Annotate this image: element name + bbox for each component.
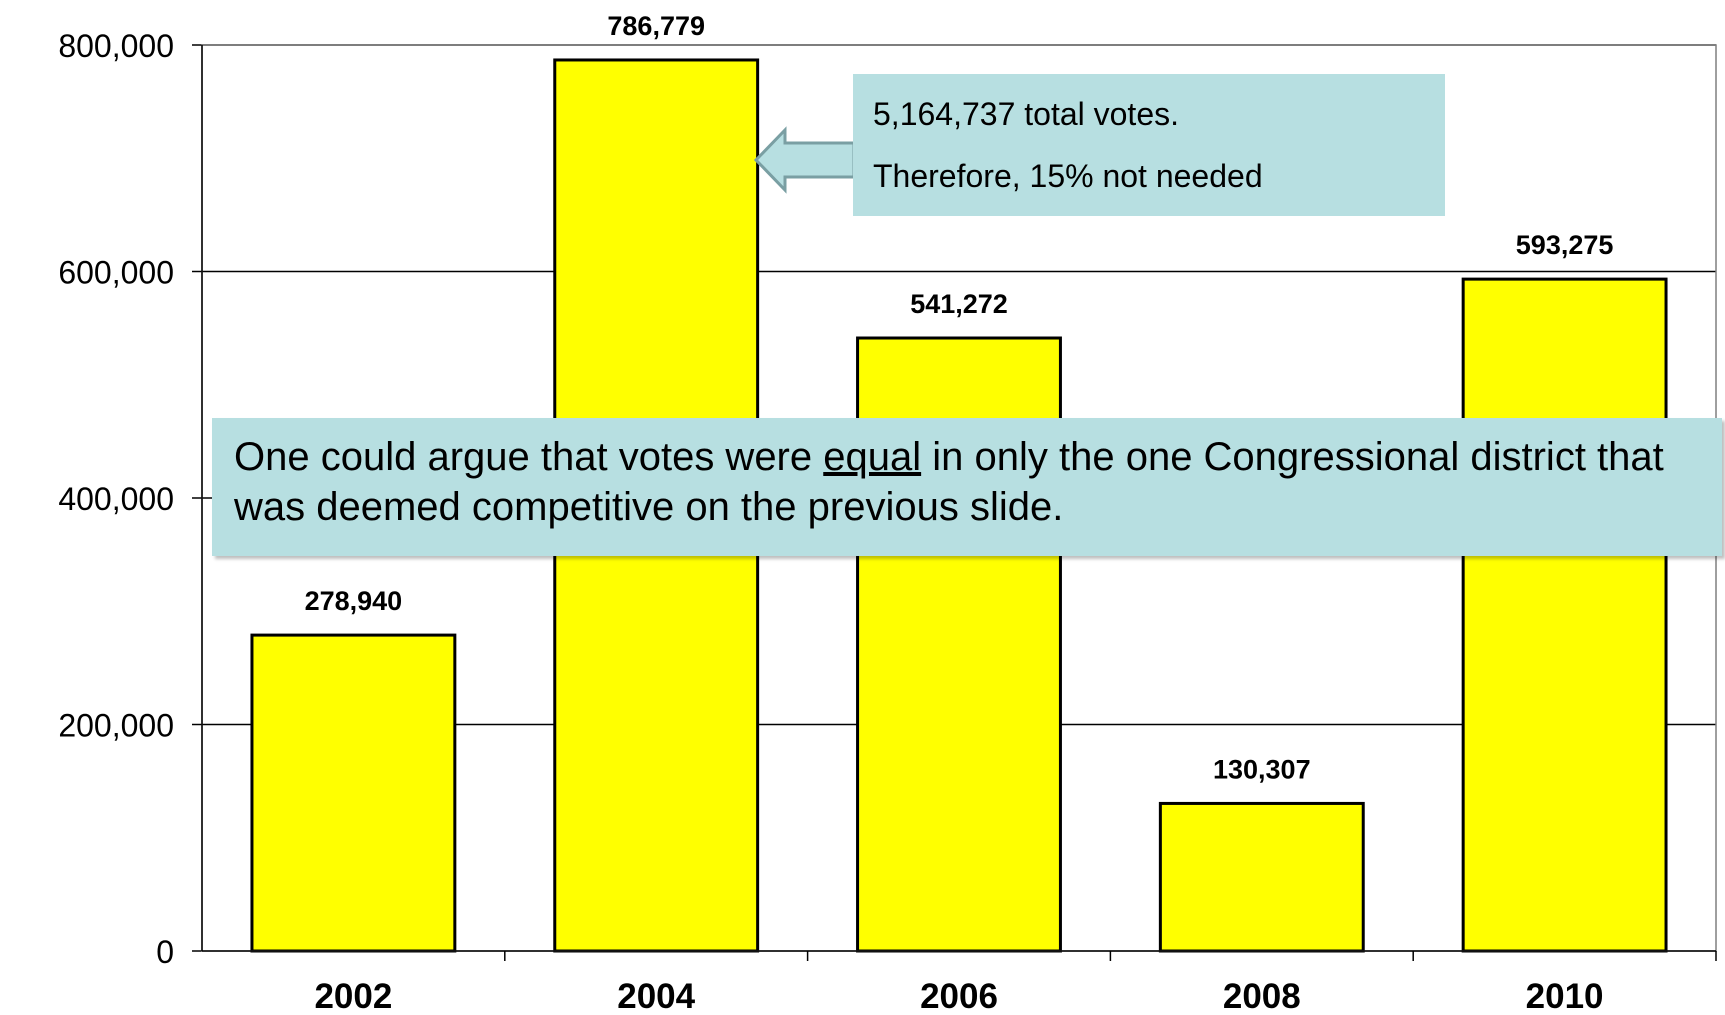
argument-emphasis: equal [823, 435, 922, 479]
data-label-2004: 786,779 [607, 11, 705, 41]
bar-2008 [1158, 801, 1365, 953]
x-tick-label-2010: 2010 [1526, 977, 1604, 1015]
bar-2002 [250, 633, 457, 953]
data-label-2008: 130,307 [1213, 754, 1311, 784]
labels: 0 200,000 400,000 600,000 800,000 278,940 2002… [58, 11, 1613, 1015]
total-votes-text: 5,164,737 total votes. [873, 96, 1179, 132]
y-tick-label: 600,000 [58, 255, 174, 291]
argument-text-start: One could argue that votes were [234, 435, 824, 479]
y-tick-label: 400,000 [58, 481, 174, 517]
data-label-2006: 541,272 [910, 289, 1008, 319]
total-votes-callout: 5,164,737 total votes. Therefore, 15% no… [853, 74, 1445, 216]
left-arrow-icon [753, 126, 856, 194]
argument-callout: One could argue that votes were equal in… [212, 418, 1722, 556]
y-tick-label: 800,000 [58, 28, 174, 64]
callout-arrow [753, 126, 856, 194]
x-tick-label-2002: 2002 [314, 977, 392, 1015]
x-tick-label-2008: 2008 [1223, 977, 1301, 1015]
x-tick-label-2006: 2006 [920, 977, 998, 1015]
not-needed-text: Therefore, 15% not needed [873, 158, 1263, 194]
data-label-2010: 593,275 [1516, 230, 1614, 260]
argument-text-end: in only the one Congressional district t… [234, 435, 1664, 529]
x-tick-label-2004: 2004 [617, 977, 695, 1015]
data-label-2002: 278,940 [305, 586, 403, 616]
bar-2010 [1461, 277, 1668, 953]
y-tick-label: 0 [156, 934, 174, 970]
y-tick-label: 200,000 [58, 708, 174, 744]
